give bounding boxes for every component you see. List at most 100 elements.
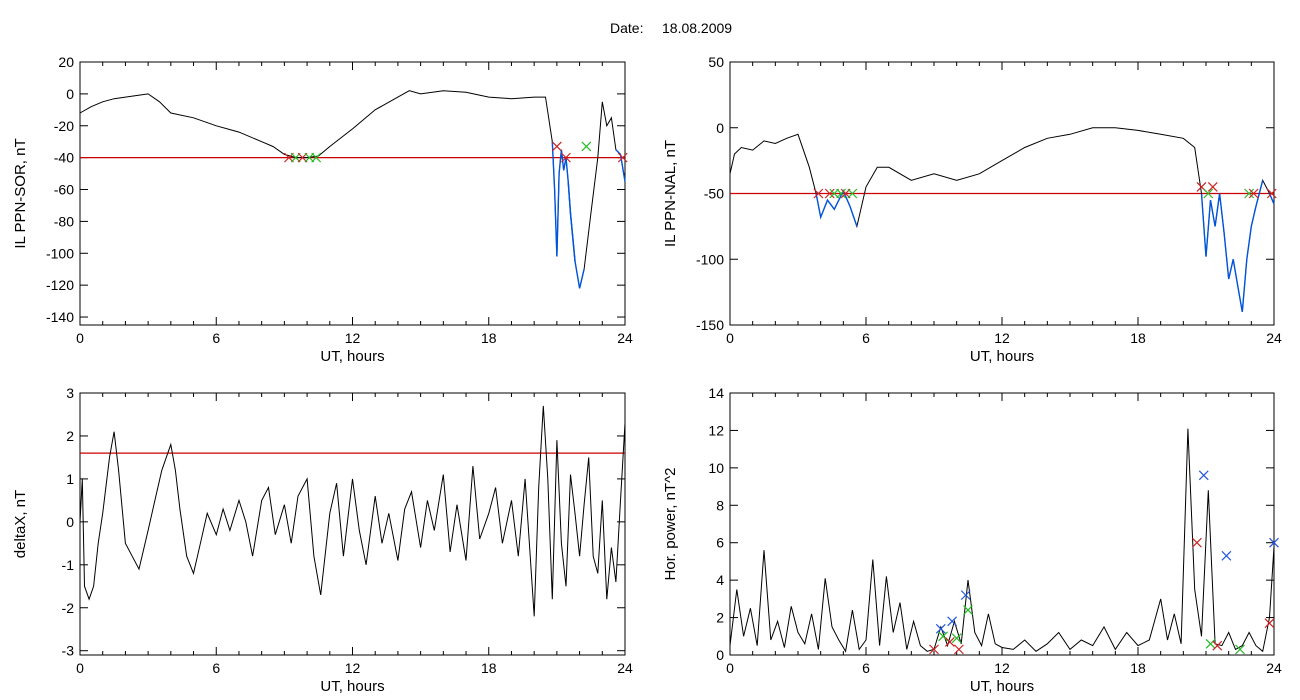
marker-green xyxy=(963,605,973,616)
marker-blue xyxy=(1221,550,1232,561)
y-tick-label: 1 xyxy=(66,471,74,487)
marker-red xyxy=(1192,537,1202,548)
series-line xyxy=(729,428,1275,653)
y-tick-label: 2 xyxy=(66,428,74,444)
x-tick-label: 6 xyxy=(212,660,220,676)
y-tick-label: 0 xyxy=(66,86,74,102)
marker-blue xyxy=(947,616,958,627)
x-tick-label: 0 xyxy=(726,660,734,676)
marker-red xyxy=(954,644,964,655)
highlight-segment xyxy=(615,149,626,182)
marker-green xyxy=(1205,638,1216,649)
y-tick-label: 14 xyxy=(708,385,724,401)
y-tick-label: 20 xyxy=(58,54,74,70)
x-tick-label: 12 xyxy=(345,660,361,676)
y-tick-label: -150 xyxy=(696,317,724,333)
marker-red xyxy=(617,152,628,163)
y-axis-label: IL PPN-NAL, nT xyxy=(662,140,679,247)
marker-red xyxy=(1212,640,1223,651)
x-tick-label: 6 xyxy=(862,330,870,346)
x-tick-label: 18 xyxy=(1130,660,1146,676)
date-label: Date: xyxy=(610,20,643,36)
marker-green xyxy=(938,631,948,642)
x-tick-label: 24 xyxy=(617,330,633,346)
y-tick-label: -50 xyxy=(704,186,724,202)
x-tick-label: 0 xyxy=(726,330,734,346)
marker-red xyxy=(561,152,571,163)
y-axis-label: IL PPN-SOR, nT xyxy=(12,138,29,248)
y-tick-label: 50 xyxy=(708,54,724,70)
x-axis-label: UT, hours xyxy=(970,678,1034,695)
x-tick-label: 12 xyxy=(994,660,1010,676)
marker-blue xyxy=(1269,537,1279,548)
highlight-segment xyxy=(1200,180,1264,313)
y-tick-label: -1 xyxy=(62,557,75,573)
y-tick-label: -20 xyxy=(54,118,74,134)
y-tick-label: 10 xyxy=(708,460,724,476)
marker-red xyxy=(1248,188,1259,199)
plot-frame xyxy=(79,392,626,656)
x-tick-label: 0 xyxy=(76,330,84,346)
y-tick-label: 3 xyxy=(66,385,74,401)
y-axis-label: deltaX, nT xyxy=(12,490,29,558)
marker-green xyxy=(836,188,846,199)
y-tick-label: -80 xyxy=(54,213,74,229)
y-tick-label: 8 xyxy=(716,497,724,513)
marker-green xyxy=(581,141,592,152)
y-tick-label: -3 xyxy=(62,643,75,659)
x-axis-label: UT, hours xyxy=(320,348,384,365)
y-tick-label: 0 xyxy=(716,120,724,136)
x-tick-label: 24 xyxy=(1266,660,1282,676)
marker-blue xyxy=(1198,470,1209,481)
marker-red xyxy=(824,188,835,199)
y-tick-label: -100 xyxy=(696,251,724,267)
x-tick-label: 24 xyxy=(617,660,633,676)
y-axis-label: Hor. power, nT^2 xyxy=(662,468,679,581)
y-tick-label: 2 xyxy=(716,610,724,626)
highlight-segment xyxy=(567,181,585,289)
marker-green xyxy=(311,152,322,163)
marker-red xyxy=(944,636,955,647)
x-tick-label: 6 xyxy=(862,660,870,676)
chart-ppn-nal: 0 6 12 18 24 -150 -100 -50 0 50 UT, hours IL PPN-NA… xyxy=(662,54,1282,365)
series-line xyxy=(729,127,1275,312)
y-tick-label: -100 xyxy=(46,245,74,261)
x-tick-label: 18 xyxy=(481,660,497,676)
x-axis-label: UT, hours xyxy=(970,348,1034,365)
x-tick-label: 0 xyxy=(76,660,84,676)
series-line xyxy=(79,405,626,617)
marker-green xyxy=(1235,644,1245,655)
plot-frame xyxy=(79,61,626,326)
marker-red xyxy=(551,141,562,152)
marker-red xyxy=(1264,618,1275,629)
marker-green xyxy=(951,633,962,644)
y-tick-label: -40 xyxy=(54,150,74,166)
marker-green xyxy=(1244,188,1254,199)
y-tick-label: -140 xyxy=(46,309,74,325)
y-tick-label: 0 xyxy=(716,647,724,663)
highlight-segment xyxy=(815,189,858,227)
y-tick-label: 4 xyxy=(716,572,724,588)
marker-red xyxy=(929,644,939,655)
x-tick-label: 12 xyxy=(345,330,361,346)
x-tick-label: 12 xyxy=(994,330,1010,346)
marker-green xyxy=(847,188,858,199)
x-tick-label: 18 xyxy=(481,330,497,346)
y-tick-label: -60 xyxy=(54,182,74,198)
chart-ppn-sor: 0 6 12 18 24 -140 -120 -100 -80 -60 -40 -20 0 20 UT, h… xyxy=(12,54,633,365)
marker-blue xyxy=(960,590,971,601)
marker-red xyxy=(1207,182,1218,192)
x-tick-label: 18 xyxy=(1130,330,1146,346)
y-tick-label: 6 xyxy=(716,535,724,551)
date-value: 18.08.2009 xyxy=(662,20,732,36)
marker-red xyxy=(1266,188,1277,199)
y-tick-label: 12 xyxy=(708,422,724,438)
marker-green xyxy=(1203,188,1214,199)
y-tick-label: -120 xyxy=(46,277,74,293)
x-axis-label: UT, hours xyxy=(320,678,384,695)
series-line xyxy=(79,90,626,289)
